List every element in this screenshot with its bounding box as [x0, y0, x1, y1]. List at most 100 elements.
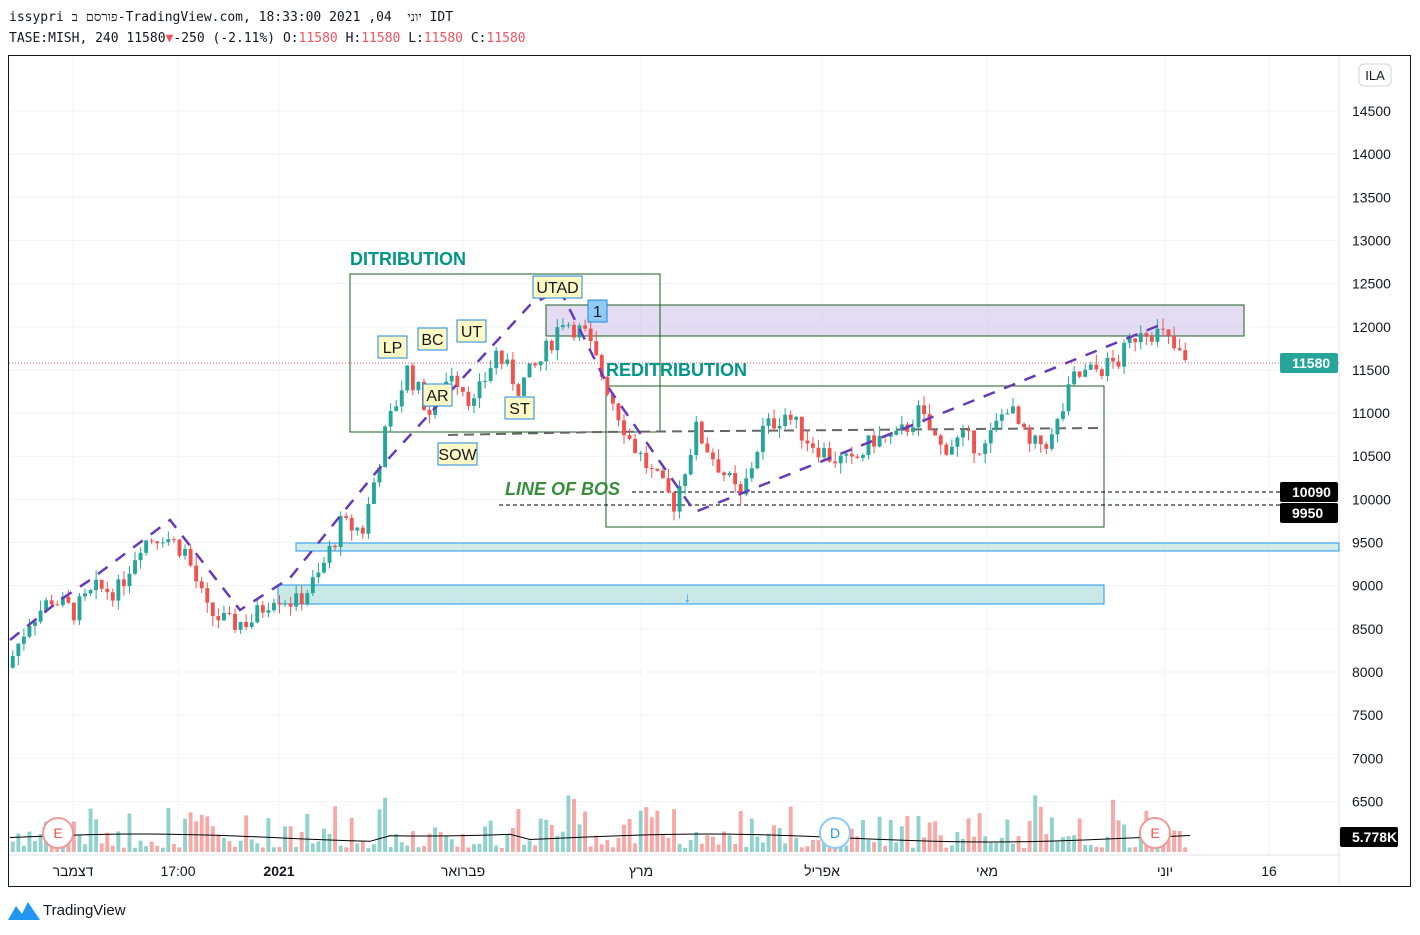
volume-bar	[505, 834, 510, 852]
wyckoff-label: ST	[509, 401, 530, 418]
chart-frame[interactable]	[8, 55, 1411, 887]
event-marker-text: D	[830, 825, 840, 841]
volume-bar	[1105, 836, 1110, 852]
volume-bar	[33, 840, 37, 852]
volume-bar	[233, 846, 237, 852]
volume-bar	[310, 843, 315, 852]
volume-bar	[410, 831, 415, 852]
candle	[472, 398, 476, 406]
candle	[583, 325, 588, 329]
volume-bar	[21, 845, 26, 852]
volume-bar	[672, 809, 676, 852]
candle	[177, 539, 182, 556]
volume-bar	[522, 844, 526, 852]
volume-ma-line	[9, 833, 1191, 843]
candle	[338, 516, 343, 548]
candle	[199, 581, 204, 589]
volume-bar	[177, 847, 182, 852]
candle	[394, 406, 399, 411]
candle	[194, 565, 199, 582]
candle	[955, 437, 960, 447]
volume-bar	[38, 834, 43, 852]
candle	[1077, 371, 1082, 377]
event-marker[interactable]	[819, 817, 851, 849]
candle	[783, 414, 788, 427]
candle	[477, 381, 482, 399]
candle	[116, 579, 121, 601]
candle	[1183, 350, 1188, 361]
volume-bar	[277, 847, 282, 852]
volume-bar	[755, 836, 760, 852]
volume-bar	[388, 846, 393, 852]
time-tick: 2021	[263, 863, 294, 879]
l-label: L:	[408, 31, 424, 46]
candle	[327, 545, 332, 563]
candle	[21, 636, 26, 644]
event-marker[interactable]	[42, 817, 74, 849]
time-tick: מאי	[976, 863, 998, 879]
volume-bar	[777, 828, 782, 852]
volume-bar	[16, 833, 21, 852]
volume-bar	[888, 819, 893, 852]
volume-bar	[188, 812, 193, 852]
candle	[1122, 342, 1127, 367]
candle	[1099, 369, 1104, 376]
price-tick: 9500	[1352, 535, 1383, 551]
volume-bar	[699, 843, 704, 852]
candle	[1011, 406, 1015, 414]
candle	[999, 414, 1004, 421]
volume-bar	[866, 839, 871, 852]
candle	[755, 452, 760, 469]
wyckoff-label: UTAD	[536, 280, 578, 297]
tradingview-logo-icon	[8, 902, 40, 920]
volume-bar	[360, 840, 365, 852]
candle	[455, 375, 460, 388]
volume-bar	[477, 843, 482, 852]
volume-bar	[121, 847, 126, 852]
price-tick: 7500	[1352, 707, 1383, 723]
volume-bar	[155, 845, 160, 852]
volume-bar	[433, 827, 438, 852]
volume-bar	[772, 825, 776, 852]
candle	[827, 448, 832, 462]
candle	[188, 548, 193, 566]
candle	[738, 484, 743, 495]
tradingview-logo[interactable]: TradingView	[8, 900, 126, 920]
volume-bar	[77, 834, 82, 852]
volume-bar	[399, 842, 404, 852]
volume-bar	[510, 827, 515, 852]
candle	[1111, 357, 1115, 362]
candle	[510, 359, 515, 385]
candle	[238, 622, 243, 630]
close: 11580	[486, 31, 526, 46]
candle	[99, 579, 104, 589]
volume-bar	[788, 806, 793, 852]
volume-bar	[372, 844, 376, 852]
volume-bar	[977, 813, 982, 852]
volume-bar	[622, 824, 626, 852]
volume-bar	[883, 845, 888, 852]
volume-bar	[499, 847, 504, 852]
candle	[377, 467, 382, 483]
volume-bar	[577, 824, 582, 852]
wyckoff-label-box	[422, 383, 453, 407]
candle	[83, 593, 87, 597]
volume-bar	[483, 826, 488, 852]
candle	[1166, 329, 1171, 336]
volume-bar	[588, 846, 593, 852]
volume-bar	[816, 840, 821, 852]
candle	[1144, 333, 1149, 337]
candle	[1033, 435, 1038, 444]
volume-bar	[305, 813, 310, 852]
volume-bar	[949, 845, 954, 852]
volume-bar	[638, 810, 643, 852]
candle	[688, 455, 693, 475]
currency-badge[interactable]: ILA	[1358, 63, 1392, 87]
volume-bar	[66, 841, 71, 852]
candle	[249, 622, 254, 628]
price-tick: 11500	[1352, 362, 1390, 378]
candle	[416, 381, 421, 391]
event-marker[interactable]	[1139, 817, 1171, 849]
volume-bar	[260, 847, 265, 852]
